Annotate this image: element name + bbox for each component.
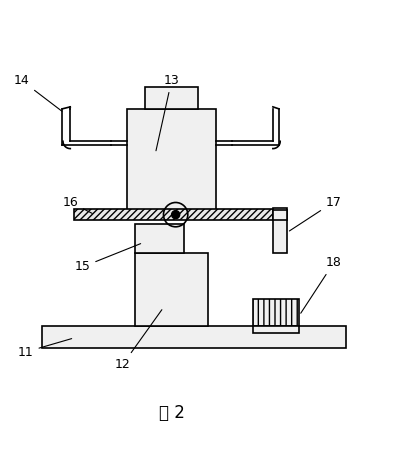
Bar xyxy=(42,325,346,348)
Text: 17: 17 xyxy=(289,196,341,231)
Text: 15: 15 xyxy=(75,243,141,273)
Bar xyxy=(273,208,287,253)
Text: 18: 18 xyxy=(301,257,341,313)
Text: 12: 12 xyxy=(115,310,162,371)
Bar xyxy=(135,253,208,325)
Text: 11: 11 xyxy=(18,339,72,358)
Text: 14: 14 xyxy=(14,74,62,111)
Text: 图 2: 图 2 xyxy=(159,404,184,422)
Bar xyxy=(253,299,299,325)
Circle shape xyxy=(172,211,180,219)
Bar xyxy=(135,224,184,253)
Text: 16: 16 xyxy=(62,196,92,213)
Bar xyxy=(74,209,277,220)
Bar xyxy=(127,109,216,210)
Bar xyxy=(253,325,299,333)
Bar xyxy=(145,87,198,109)
Bar xyxy=(273,210,287,220)
Text: 13: 13 xyxy=(156,74,180,151)
